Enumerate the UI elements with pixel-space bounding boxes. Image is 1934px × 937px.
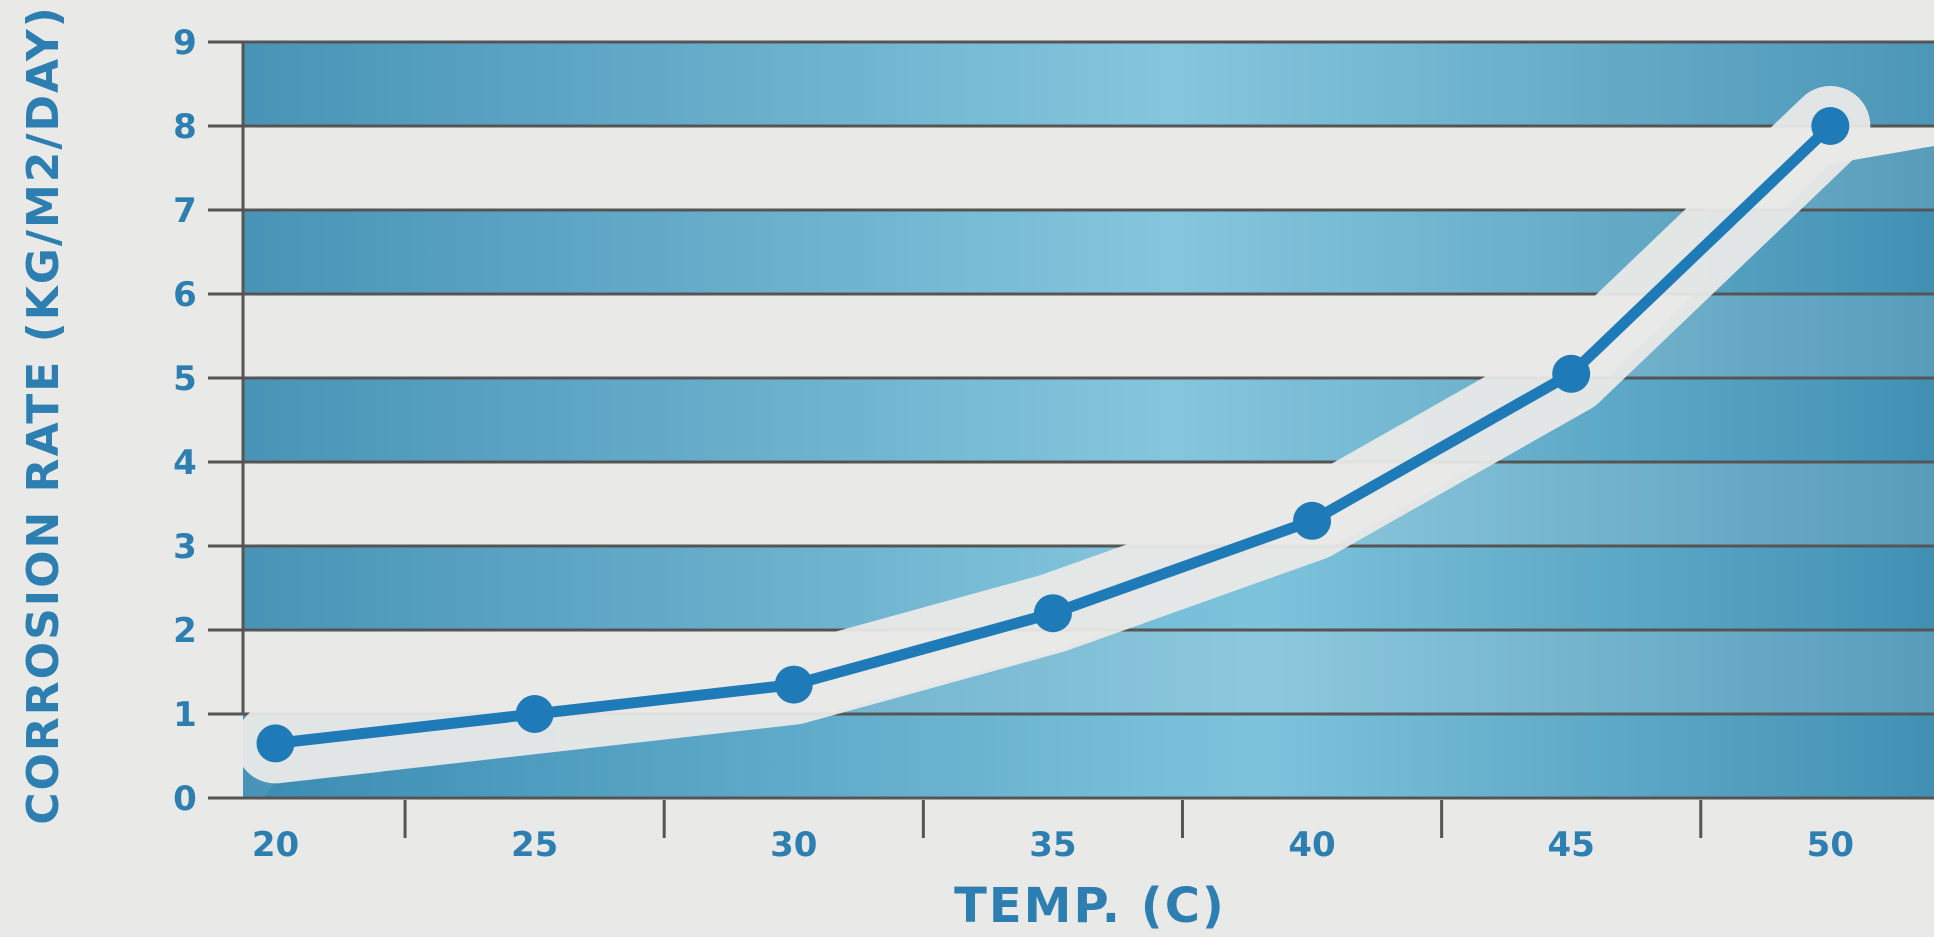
y-tick-label: 8 xyxy=(173,107,197,147)
y-tick-label: 3 xyxy=(173,527,197,567)
y-tick-label: 6 xyxy=(173,275,197,315)
x-tick-label: 50 xyxy=(1807,825,1854,865)
y-tick-label: 2 xyxy=(173,611,197,651)
data-point xyxy=(1552,354,1591,393)
x-tick-label: 20 xyxy=(252,825,299,865)
x-axis-title: TEMP. (C) xyxy=(954,878,1226,934)
y-tick-label: 4 xyxy=(173,443,197,483)
y-tick-label: 1 xyxy=(173,695,197,735)
x-tick-label: 40 xyxy=(1288,825,1335,865)
y-axis-title: CORROSION RATE (KG/M2/DAY) xyxy=(18,5,69,825)
data-point xyxy=(515,695,554,733)
x-tick-label: 45 xyxy=(1548,825,1595,865)
y-tick-label: 9 xyxy=(173,23,197,63)
data-point xyxy=(1033,594,1072,633)
background-band xyxy=(243,42,1934,126)
y-tick-label: 7 xyxy=(173,191,197,231)
data-point xyxy=(1811,107,1850,145)
x-tick-label: 35 xyxy=(1029,825,1076,865)
x-tick-label: 25 xyxy=(511,825,558,865)
area-fill xyxy=(263,146,1934,798)
data-point xyxy=(256,724,295,763)
area-under-curve xyxy=(263,146,1934,798)
data-point xyxy=(774,665,813,704)
x-tick-label: 30 xyxy=(770,825,817,865)
data-points xyxy=(256,107,1850,763)
y-axis-ticks: 0 1 2 3 4 5 6 7 8 9 xyxy=(173,23,197,819)
y-tick-label: 0 xyxy=(173,779,197,819)
data-point xyxy=(1293,501,1332,540)
x-axis-ticks: 20 25 30 35 40 45 50 xyxy=(252,825,1854,865)
y-tick-label: 5 xyxy=(173,359,197,399)
